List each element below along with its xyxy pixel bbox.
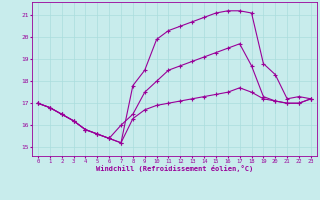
X-axis label: Windchill (Refroidissement éolien,°C): Windchill (Refroidissement éolien,°C) (96, 165, 253, 172)
